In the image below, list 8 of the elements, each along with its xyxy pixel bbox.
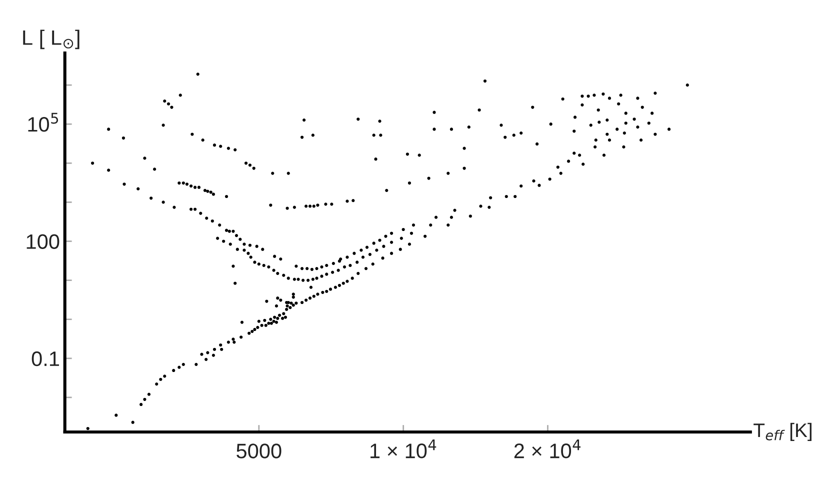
y-tick-label: 0.1 [32, 351, 59, 366]
y-axis-title: L [ L$_{⊙}$] [23, 30, 80, 50]
x-axis-title: T$_{eff}$ [K] [754, 422, 812, 442]
y-tick-label: 100 [26, 234, 60, 249]
y-tick-label: 10$^{5}$ [28, 112, 58, 132]
x-tick-label: 1 × 10$^{4}$ [370, 439, 436, 458]
x-tick-label: 5000 [236, 444, 282, 458]
x-tick-label: 2 × 10$^{4}$ [514, 439, 581, 458]
